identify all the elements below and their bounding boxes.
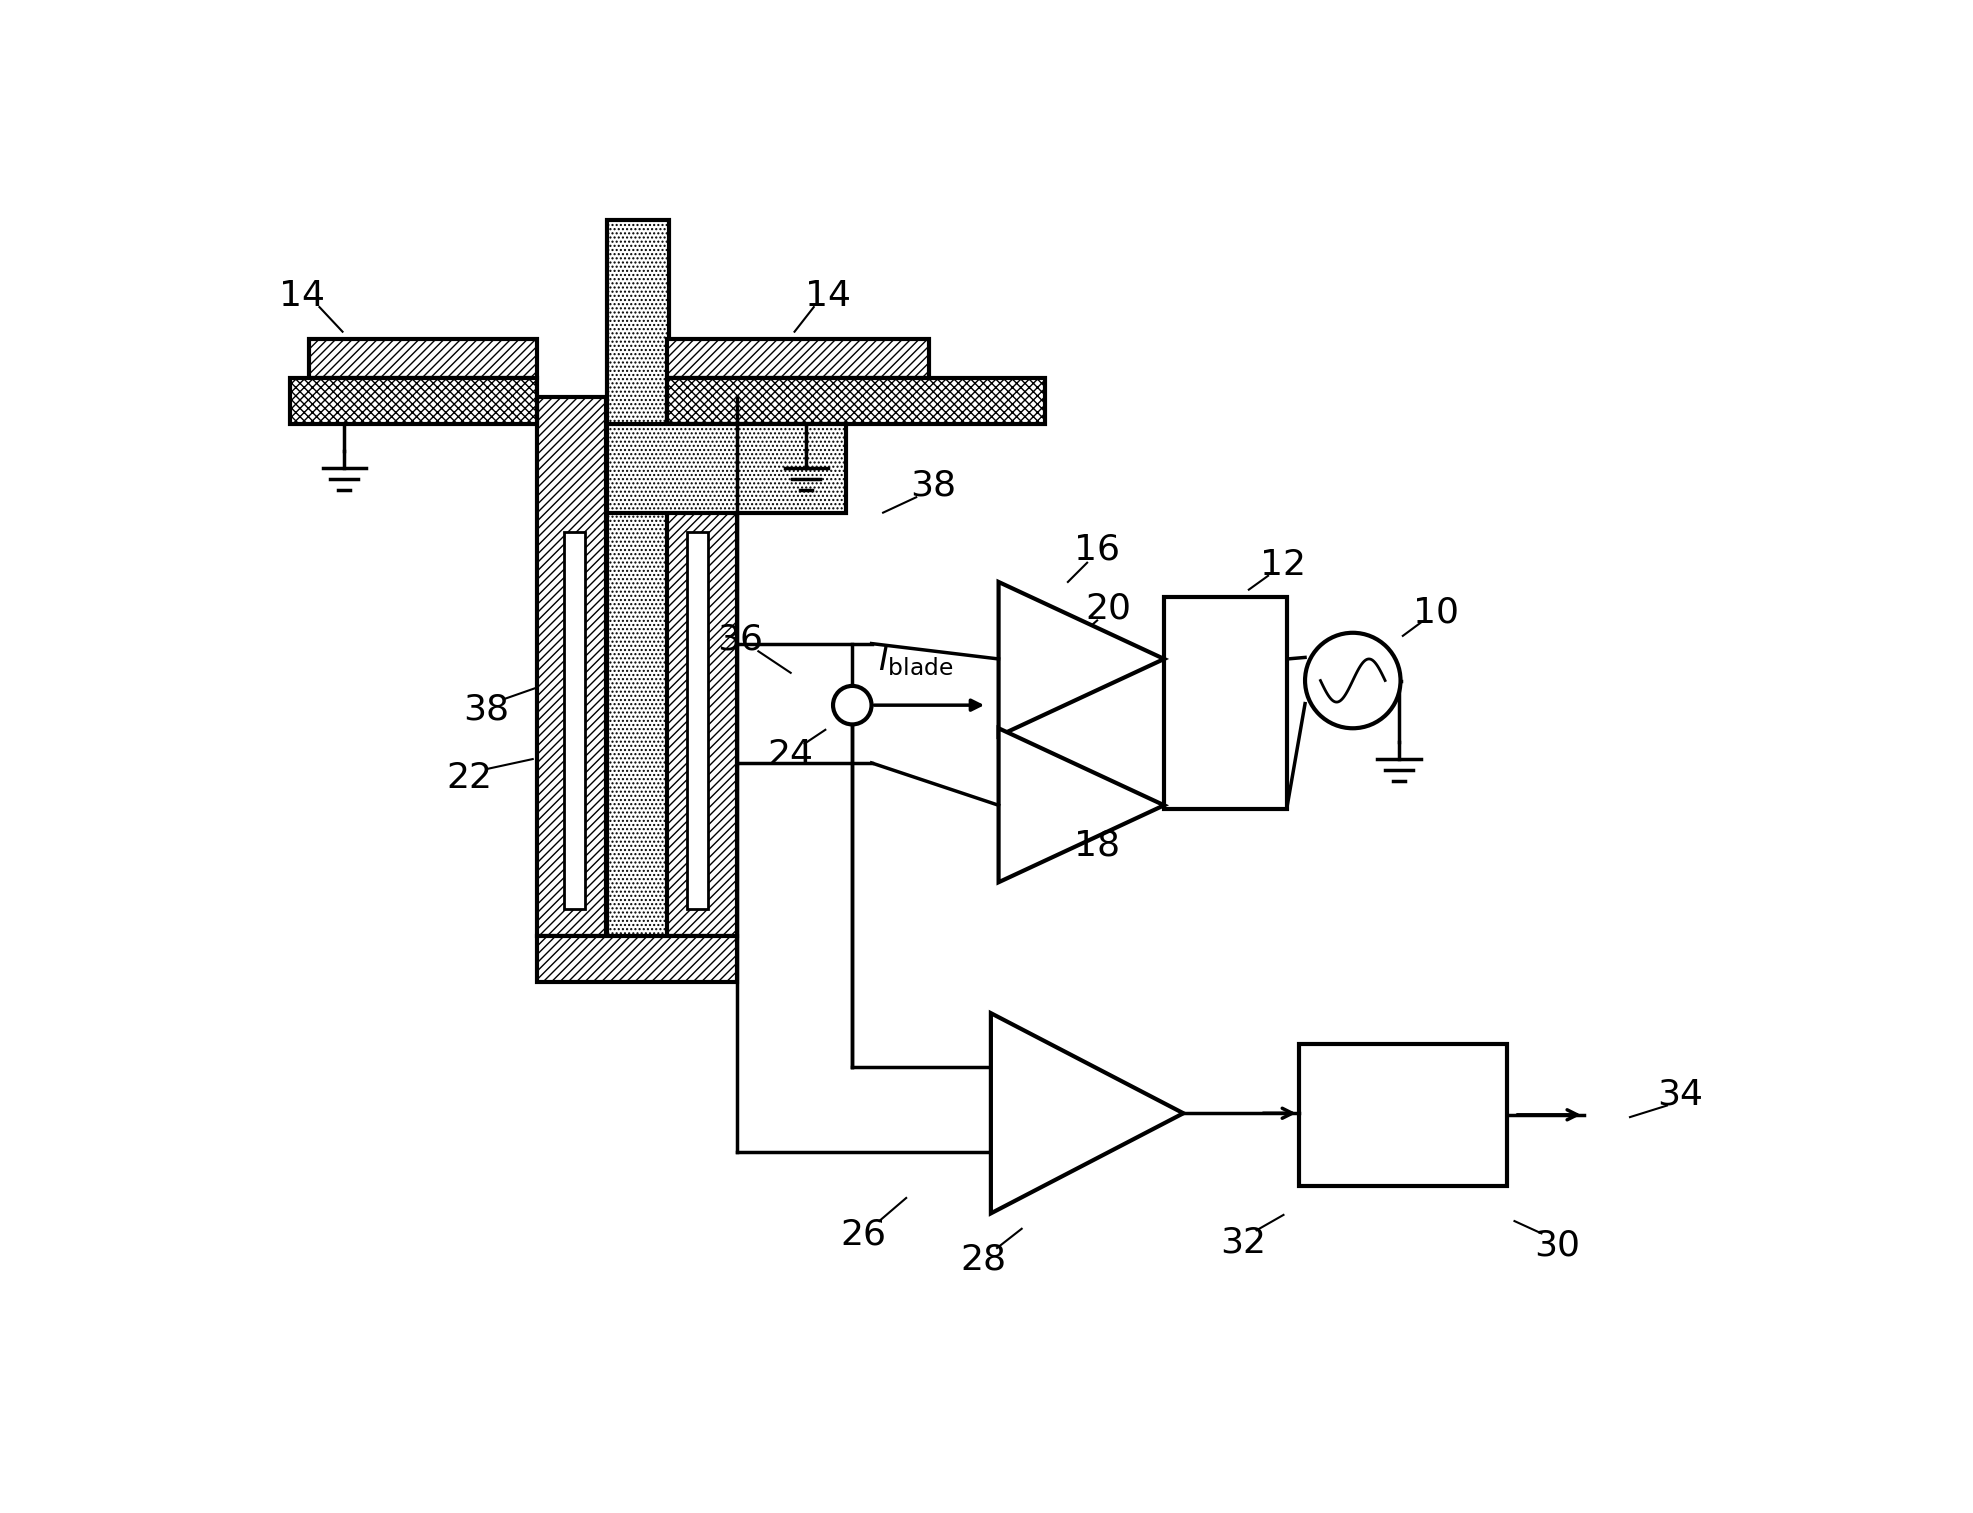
Circle shape [833,685,872,725]
Polygon shape [990,1014,1182,1213]
Bar [667,396,736,937]
Bar [687,533,708,909]
Text: 12: 12 [1261,548,1306,583]
Text: $I_{\rm blade}$: $I_{\rm blade}$ [878,643,953,678]
Text: 38: 38 [464,691,509,726]
Text: 10: 10 [1413,596,1458,629]
Text: 14: 14 [805,278,850,313]
Text: 18: 18 [1073,828,1119,862]
Bar [667,339,929,378]
Bar [608,424,846,513]
Text: 30: 30 [1533,1229,1578,1263]
Polygon shape [998,583,1164,735]
Bar [667,378,1044,424]
Text: 26: 26 [840,1218,886,1251]
Bar [562,533,584,909]
Bar [537,937,736,982]
Bar [1298,1044,1505,1186]
Circle shape [1304,632,1399,728]
Bar [608,219,669,959]
Bar [537,396,606,937]
Text: 36: 36 [718,623,764,657]
Text: 20: 20 [1085,592,1131,626]
Bar [310,339,537,378]
Text: 22: 22 [446,761,493,796]
Polygon shape [998,728,1164,882]
Text: 16: 16 [1073,533,1119,567]
Bar [1164,598,1286,809]
Text: 14: 14 [278,278,326,313]
Text: 28: 28 [959,1242,1006,1277]
Text: 38: 38 [910,469,955,502]
Text: 32: 32 [1219,1226,1267,1260]
Bar [290,378,537,424]
Text: 34: 34 [1655,1077,1703,1111]
Text: 24: 24 [767,738,813,772]
